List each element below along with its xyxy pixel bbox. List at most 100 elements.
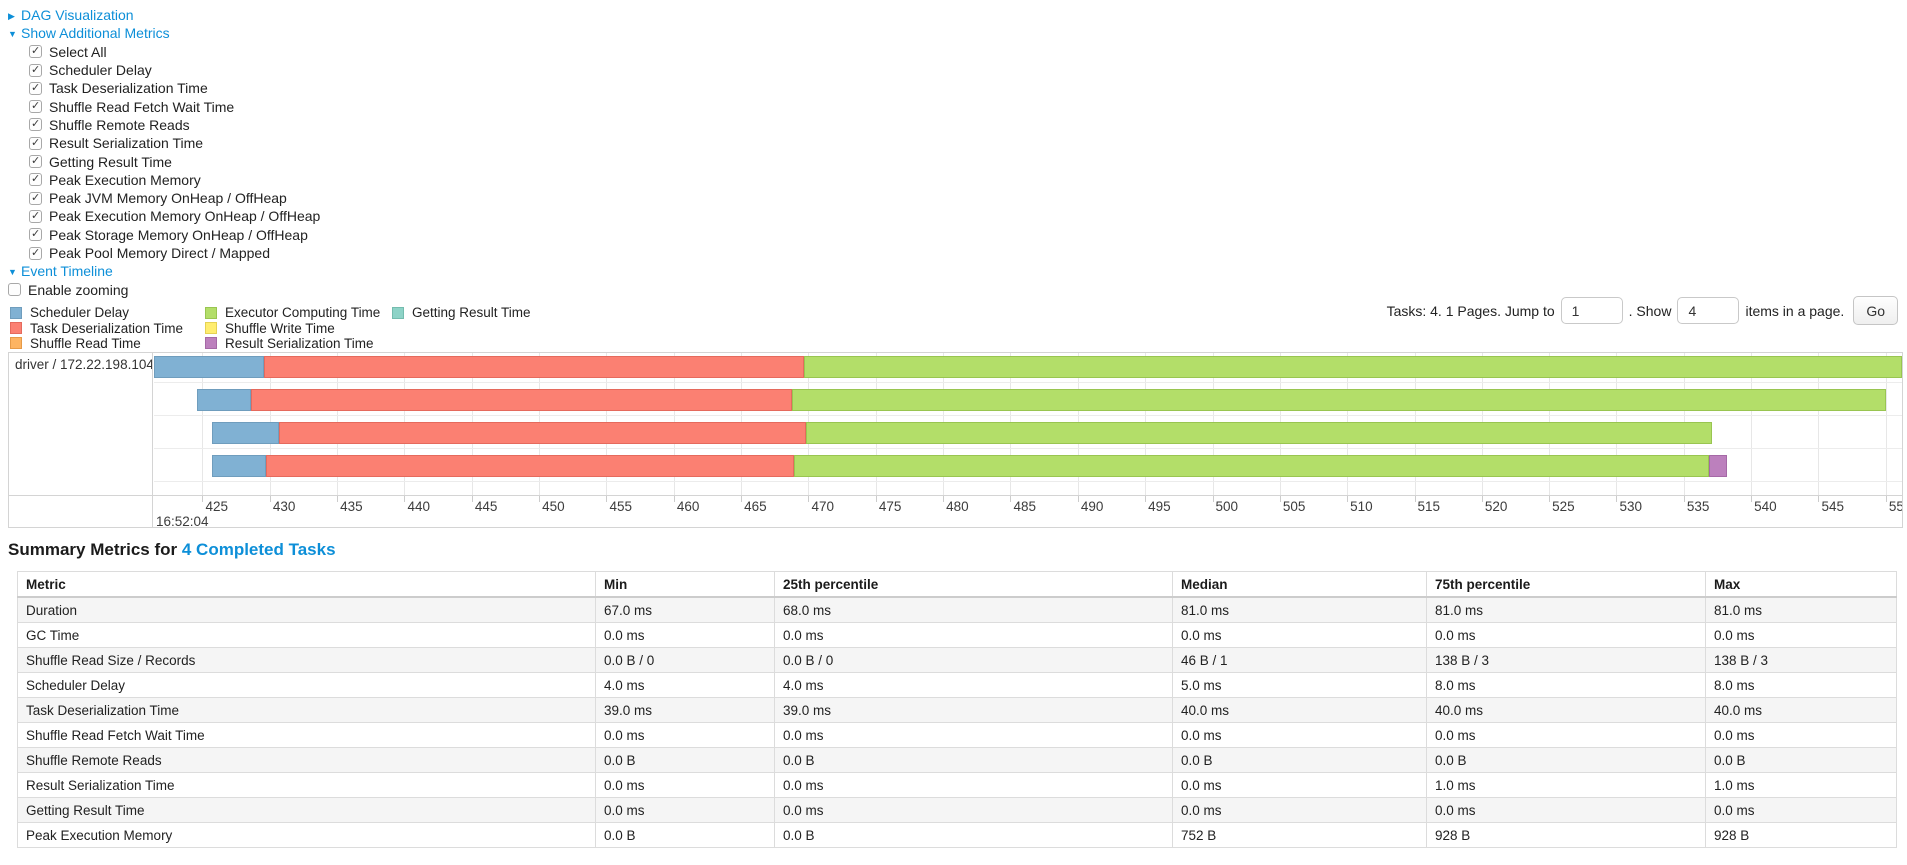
- task-bar-segment-executor_computing[interactable]: [792, 389, 1886, 411]
- metric-value-cell: 0.0 B: [1172, 747, 1427, 773]
- checkbox-checked-icon[interactable]: ✓: [29, 118, 42, 132]
- table-header-row: Metric Min 25th percentile Median 75th perce…: [17, 571, 1897, 598]
- metric-checkbox-label: Peak JVM Memory OnHeap / OffHeap: [49, 190, 287, 207]
- task-bar-segment-executor_computing[interactable]: [793, 455, 1710, 477]
- table-row: Result Serialization Time 0.0 ms 0.0 ms 0.0…: [17, 772, 1897, 798]
- legend-swatch-scheduler_delay: [10, 306, 22, 319]
- metric-value-cell: 0.0 B / 0: [595, 647, 775, 673]
- legend-label: Shuffle Read Time: [30, 335, 141, 351]
- metric-value-cell: 67.0 ms: [595, 596, 775, 623]
- timeline-gridline: [1885, 353, 1887, 495]
- task-bar-segment-result_serialization[interactable]: [1709, 455, 1727, 477]
- dag-visualization-link[interactable]: DAG Visualization: [21, 7, 134, 23]
- axis-tick-label: 430: [272, 499, 296, 514]
- checkbox-checked-icon[interactable]: ✓: [29, 63, 42, 77]
- axis-tick-label: 460: [676, 499, 700, 514]
- checkbox-checked-icon[interactable]: ✓: [29, 45, 42, 59]
- legend-swatch-getting_result: [392, 306, 404, 319]
- checkbox-checked-icon[interactable]: ✓: [29, 100, 42, 114]
- checkbox-checked-icon[interactable]: ✓: [29, 155, 42, 169]
- task-bar-segment-scheduler_delay[interactable]: [154, 356, 265, 378]
- go-button[interactable]: Go: [1853, 296, 1898, 325]
- stage-controls: ▶ DAG Visualization ▼ Show Additional Metr…: [8, 6, 320, 299]
- metric-value-cell: 0.0 ms: [1705, 622, 1897, 648]
- metric-name-cell: Shuffle Remote Reads: [17, 747, 596, 773]
- axis-tick: [1616, 496, 1618, 502]
- metric-checkbox-row: ✓ Select All: [29, 43, 320, 61]
- axis-tick-label: 445: [474, 499, 498, 514]
- checkbox-checked-icon[interactable]: ✓: [29, 81, 42, 95]
- metric-name-cell: Shuffle Read Size / Records: [17, 647, 596, 673]
- axis-separator-line: [9, 495, 1902, 496]
- axis-tick-label: 470: [811, 499, 835, 514]
- event-timeline-link[interactable]: Event Timeline: [21, 263, 113, 280]
- axis-tick: [1481, 496, 1483, 502]
- column-header: 75th percentile: [1426, 571, 1706, 598]
- column-header: 25th percentile: [774, 571, 1173, 598]
- show-text: . Show: [1628, 302, 1672, 319]
- heading-text: Summary Metrics for: [8, 540, 178, 559]
- legend-swatch-result_serialization: [205, 337, 217, 350]
- event-timeline-toggle[interactable]: ▼ Event Timeline: [8, 262, 320, 280]
- metric-checkbox-row: ✓ Peak Execution Memory: [29, 171, 320, 189]
- checkmark-glyph: ✓: [31, 173, 41, 186]
- metric-name-cell: Task Deserialization Time: [17, 697, 596, 723]
- task-bar-segment-task_deserialization[interactable]: [250, 389, 793, 411]
- axis-tick: [404, 496, 406, 502]
- table-row: Shuffle Read Size / Records 0.0 B / 0 0.0 …: [17, 647, 1897, 673]
- axis-time-label: 16:52:04: [156, 514, 209, 527]
- metric-value-cell: 1.0 ms: [1705, 772, 1897, 798]
- timeline-x-axis: 425 430 435 440 445 450 455 460 465 470 475 480 485 4…: [154, 496, 1902, 527]
- metric-checkbox-row: ✓ Peak Execution Memory OnHeap / OffHeap: [29, 207, 320, 225]
- show-additional-metrics-toggle[interactable]: ▼ Show Additional Metrics: [8, 24, 320, 42]
- axis-tick-label: 475: [878, 499, 902, 514]
- task-bar-segment-scheduler_delay[interactable]: [197, 389, 251, 411]
- axis-tick-label: 550: [1888, 499, 1902, 514]
- items-per-page-input[interactable]: [1677, 297, 1740, 324]
- metric-value-cell: 928 B: [1426, 822, 1706, 848]
- axis-tick-label: 450: [542, 499, 565, 514]
- show-additional-metrics-link[interactable]: Show Additional Metrics: [21, 25, 170, 42]
- metric-value-cell: 138 B / 3: [1705, 647, 1897, 673]
- metric-value-cell: 0.0 B: [1705, 747, 1897, 773]
- checkbox-unchecked-icon[interactable]: [8, 283, 21, 297]
- completed-tasks-link[interactable]: 4 Completed Tasks: [181, 540, 336, 559]
- metric-value-cell: 0.0 ms: [1172, 622, 1427, 648]
- legend-label: Task Deserialization Time: [30, 320, 184, 336]
- checkbox-checked-icon[interactable]: ✓: [29, 209, 42, 223]
- checkmark-glyph: ✓: [31, 191, 41, 204]
- checkbox-checked-icon[interactable]: ✓: [29, 191, 42, 205]
- column-header: Max: [1705, 571, 1897, 598]
- metric-value-cell: 8.0 ms: [1426, 672, 1706, 698]
- axis-tick-label: 525: [1552, 499, 1575, 514]
- checkbox-checked-icon[interactable]: ✓: [29, 173, 42, 187]
- metric-value-cell: 0.0 ms: [1426, 722, 1706, 748]
- task-bar-segment-executor_computing[interactable]: [805, 422, 1713, 444]
- axis-tick-label: 440: [407, 499, 431, 514]
- checkmark-glyph: ✓: [31, 209, 41, 222]
- legend-column: Executor Computing Time Shuffle Write Tim…: [205, 305, 392, 351]
- axis-tick-label: 435: [340, 499, 363, 514]
- checkbox-checked-icon[interactable]: ✓: [29, 136, 42, 150]
- jump-to-page-input[interactable]: [1560, 297, 1623, 324]
- metric-value-cell: 0.0 ms: [774, 622, 1173, 648]
- checkbox-checked-icon[interactable]: ✓: [29, 246, 42, 260]
- metric-value-cell: 0.0 B: [1426, 747, 1706, 773]
- task-bar-segment-task_deserialization[interactable]: [265, 455, 794, 477]
- checkbox-checked-icon[interactable]: ✓: [29, 228, 42, 242]
- legend-item-task_deserialization: Task Deserialization Time: [10, 320, 205, 336]
- task-bar-segment-task_deserialization[interactable]: [279, 422, 806, 444]
- metric-name-cell: GC Time: [17, 622, 596, 648]
- task-bar-segment-scheduler_delay[interactable]: [211, 422, 280, 444]
- metric-value-cell: 928 B: [1705, 822, 1897, 848]
- task-bar-segment-executor_computing[interactable]: [804, 356, 1902, 378]
- metric-checkbox-row: ✓ Getting Result Time: [29, 152, 320, 170]
- metric-value-cell: 0.0 B: [595, 747, 775, 773]
- task-bar-segment-scheduler_delay[interactable]: [211, 455, 266, 477]
- table-row: Scheduler Delay 4.0 ms 4.0 ms 5.0 ms 8.0 ms 8…: [17, 672, 1897, 698]
- dag-visualization-toggle[interactable]: ▶ DAG Visualization: [8, 6, 320, 24]
- metric-name-cell: Getting Result Time: [17, 797, 596, 823]
- metric-checkbox-label: Task Deserialization Time: [49, 80, 208, 97]
- metric-value-cell: 0.0 ms: [774, 797, 1173, 823]
- task-bar-segment-task_deserialization[interactable]: [264, 356, 805, 378]
